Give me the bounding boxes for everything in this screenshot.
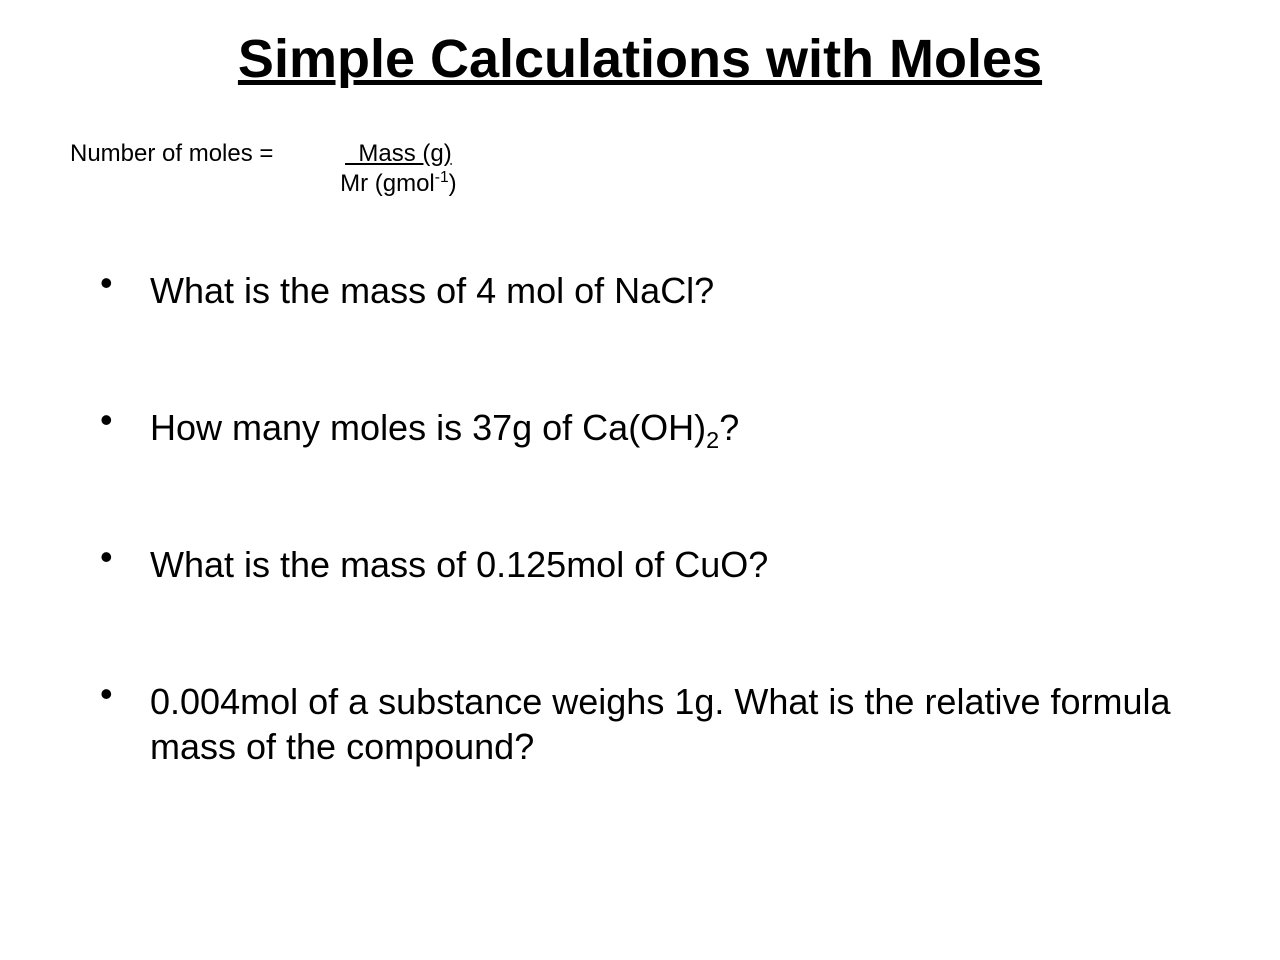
list-item: How many moles is 37g of Ca(OH)2? bbox=[100, 405, 1210, 450]
formula-fraction: Mass (g) Mr (gmol-1) bbox=[340, 140, 457, 198]
formula-den-suffix: ) bbox=[449, 170, 457, 197]
formula-denominator: Mr (gmol-1) bbox=[340, 170, 457, 198]
list-item: 0.004mol of a substance weighs 1g. What … bbox=[100, 679, 1210, 769]
question-text: What is the mass of 0.125mol of CuO? bbox=[150, 544, 768, 585]
list-item: What is the mass of 4 mol of NaCl? bbox=[100, 268, 1210, 313]
question-list: What is the mass of 4 mol of NaCl? How m… bbox=[70, 268, 1210, 769]
question-sub: 2 bbox=[706, 427, 719, 453]
formula-numerator: Mass (g) bbox=[345, 140, 452, 168]
question-text-a: How many moles is 37g of Ca(OH) bbox=[150, 407, 706, 448]
question-text: What is the mass of 4 mol of NaCl? bbox=[150, 270, 714, 311]
slide: Simple Calculations with Moles Number of… bbox=[0, 0, 1280, 809]
question-text: 0.004mol of a substance weighs 1g. What … bbox=[150, 681, 1171, 767]
formula-den-sup: -1 bbox=[435, 169, 449, 186]
list-item: What is the mass of 0.125mol of CuO? bbox=[100, 542, 1210, 587]
formula-left: Number of moles = bbox=[70, 140, 340, 168]
formula: Number of moles = Mass (g) Mr (gmol-1) bbox=[70, 140, 1210, 198]
slide-title: Simple Calculations with Moles bbox=[70, 20, 1210, 90]
question-text-b: ? bbox=[719, 407, 739, 448]
formula-den-prefix: Mr (gmol bbox=[340, 170, 435, 197]
